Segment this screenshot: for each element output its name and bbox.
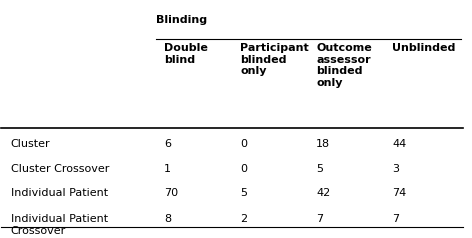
Text: 3: 3: [393, 164, 399, 174]
Text: Participant
blinded
only: Participant blinded only: [240, 43, 309, 76]
Text: Cluster Crossover: Cluster Crossover: [11, 164, 109, 174]
Text: 8: 8: [164, 214, 171, 224]
Text: 0: 0: [240, 139, 247, 149]
Text: 6: 6: [164, 139, 171, 149]
Text: 18: 18: [316, 139, 330, 149]
Text: Individual Patient
Crossover: Individual Patient Crossover: [11, 214, 108, 236]
Text: Double
blind: Double blind: [164, 43, 208, 65]
Text: Outcome
assessor
blinded
only: Outcome assessor blinded only: [316, 43, 372, 88]
Text: 2: 2: [240, 214, 247, 224]
Text: 1: 1: [164, 164, 171, 174]
Text: Individual Patient: Individual Patient: [11, 188, 108, 198]
Text: 5: 5: [240, 188, 247, 198]
Text: 0: 0: [240, 164, 247, 174]
Text: 74: 74: [393, 188, 407, 198]
Text: Cluster: Cluster: [11, 139, 50, 149]
Text: 7: 7: [393, 214, 400, 224]
Text: 44: 44: [393, 139, 407, 149]
Text: Blinding: Blinding: [156, 15, 207, 25]
Text: Unblinded: Unblinded: [393, 43, 456, 53]
Text: 5: 5: [316, 164, 323, 174]
Text: 70: 70: [164, 188, 178, 198]
Text: 42: 42: [316, 188, 330, 198]
Text: 7: 7: [316, 214, 323, 224]
